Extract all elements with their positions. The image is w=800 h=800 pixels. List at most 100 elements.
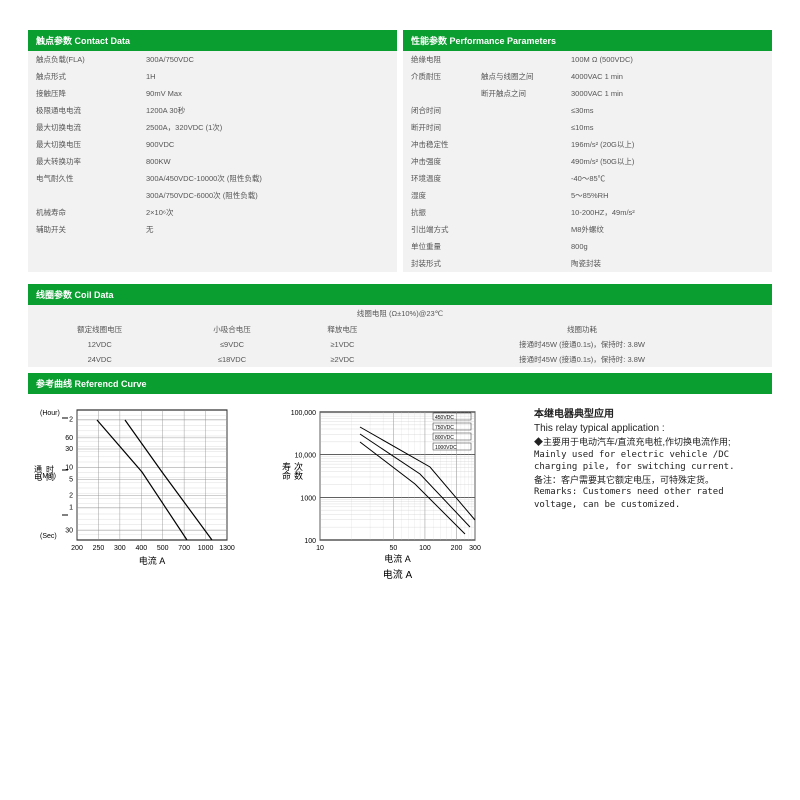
svg-text:5: 5 [69, 477, 73, 484]
svg-text:60: 60 [65, 435, 73, 442]
chart-2: 100,00010,00010001001050100200300450VDC7… [280, 400, 520, 590]
contact-value: 300A/750VDC [138, 51, 397, 68]
perf-value: -40～85℃ [563, 170, 772, 187]
svg-text:500: 500 [157, 545, 169, 552]
app-line4: Remarks: Customers need other rated volt… [534, 486, 762, 511]
contact-label: 触点形式 [28, 68, 138, 85]
perf-value: 800g [563, 238, 772, 255]
perf-mid [473, 255, 563, 272]
svg-text:700: 700 [178, 545, 190, 552]
contact-value: 1H [138, 68, 397, 85]
contact-label: 电气耐久性 [28, 170, 138, 187]
svg-text:(Min): (Min) [40, 473, 56, 480]
perf-value: 3000VAC 1 min [563, 85, 772, 102]
contact-value: 300A/450VDC-10000次 (阻性负载) [138, 170, 397, 187]
coil-col-header: 额定线圈电压 [28, 322, 171, 337]
coil-col-header: 线圈功耗 [392, 322, 772, 337]
svg-text:(Sec): (Sec) [40, 533, 57, 540]
contact-label: 接触压降 [28, 85, 138, 102]
svg-text:电流 A: 电流 A [139, 555, 166, 566]
reference-curve-header: 参考曲线 Referencd Curve [28, 373, 772, 394]
svg-text:100: 100 [419, 545, 431, 552]
perf-mid [473, 102, 563, 119]
perf-value: 4000VAC 1 min [563, 68, 772, 85]
perf-mid [473, 238, 563, 255]
perf-mid [473, 51, 563, 68]
perf-label: 环境温度 [403, 170, 473, 187]
svg-text:10: 10 [316, 545, 324, 552]
perf-label: 断开时间 [403, 119, 473, 136]
performance-header: 性能参数 Performance Parameters [403, 30, 772, 51]
svg-text:10,000: 10,000 [295, 453, 317, 460]
perf-label: 闭合时间 [403, 102, 473, 119]
app-line3: 备注：客户需要其它额定电压，可特殊定货。 [534, 474, 762, 487]
coil-cell: ≥1VDC [293, 337, 392, 352]
perf-label [403, 85, 473, 102]
perf-label: 封装形式 [403, 255, 473, 272]
perf-value: 100M Ω (500VDC) [563, 51, 772, 68]
svg-text:1000VDC: 1000VDC [435, 445, 457, 451]
app-title-zh: 本继电器典型应用 [534, 408, 762, 422]
perf-mid [473, 204, 563, 221]
perf-value: ≤30ms [563, 102, 772, 119]
svg-text:200: 200 [71, 545, 83, 552]
contact-value: 900VDC [138, 136, 397, 153]
perf-mid [473, 221, 563, 238]
contact-value: 无 [138, 221, 397, 238]
svg-text:50: 50 [389, 545, 397, 552]
svg-text:(Hour): (Hour) [40, 410, 60, 417]
perf-label: 引出端方式 [403, 221, 473, 238]
svg-text:100: 100 [304, 538, 316, 545]
perf-mid: 触点与线圈之间 [473, 68, 563, 85]
contact-value: 800KW [138, 153, 397, 170]
perf-value: 10-200HZ，49m/s² [563, 204, 772, 221]
contact-data-header: 触点参数 Contact Data [28, 30, 397, 51]
svg-text:1300: 1300 [219, 545, 235, 552]
contact-value: 1200A 30秒 [138, 102, 397, 119]
perf-mid [473, 170, 563, 187]
perf-value: M8外螺纹 [563, 221, 772, 238]
perf-label: 单位重量 [403, 238, 473, 255]
contact-label: 辅助开关 [28, 221, 138, 238]
svg-text:电流 A: 电流 A [384, 553, 411, 564]
reference-curve-panel: 参考曲线 Referencd Curve 2603010521302002503… [28, 373, 772, 596]
contact-data-panel: 触点参数 Contact Data 触点负载(FLA)300A/750VDC触点… [28, 30, 397, 272]
perf-label: 冲击稳定性 [403, 136, 473, 153]
perf-mid [473, 119, 563, 136]
svg-text:寿命: 寿命 [281, 461, 291, 481]
contact-value: 300A/750VDC-6000次 (阻性负载) [138, 187, 397, 204]
perf-label: 绝缘电阻 [403, 51, 473, 68]
perf-mid [473, 153, 563, 170]
contact-label: 最大切换电压 [28, 136, 138, 153]
svg-text:450VDC: 450VDC [435, 415, 454, 421]
chart-1: 26030105213020025030040050070010001300(H… [32, 400, 272, 590]
svg-text:800VDC: 800VDC [435, 435, 454, 441]
contact-label: 极限通电电流 [28, 102, 138, 119]
perf-mid [473, 187, 563, 204]
contact-value: 90mV Max [138, 85, 397, 102]
svg-text:300: 300 [469, 545, 481, 552]
svg-text:400: 400 [135, 545, 147, 552]
contact-label [28, 187, 138, 204]
contact-label: 机械寿命 [28, 204, 138, 221]
perf-label: 介质耐压 [403, 68, 473, 85]
coil-cell: ≥2VDC [293, 352, 392, 367]
coil-cell: 接通时45W (接通0.1s)，保持时: 3.8W [392, 352, 772, 367]
coil-data-header: 线圈参数 Coil Data [28, 284, 772, 305]
application-text: 本继电器典型应用 This relay typical application … [528, 400, 768, 590]
coil-cell: 24VDC [28, 352, 171, 367]
svg-text:300: 300 [114, 545, 126, 552]
coil-col-header: 释放电压 [293, 322, 392, 337]
perf-label: 冲击强度 [403, 153, 473, 170]
coil-cell: ≤9VDC [171, 337, 292, 352]
svg-text:10: 10 [65, 465, 73, 472]
svg-text:30: 30 [65, 446, 73, 453]
coil-top-title: 线圈电阻 (Ω±10%)@23℃ [28, 305, 772, 322]
perf-mid: 断开触点之间 [473, 85, 563, 102]
coil-data-panel: 线圈参数 Coil Data 线圈电阻 (Ω±10%)@23℃额定线圈电压小吸合… [28, 284, 772, 367]
performance-panel: 性能参数 Performance Parameters 绝缘电阻 100M Ω (… [403, 30, 772, 272]
svg-text:1: 1 [69, 505, 73, 512]
perf-value: 5～85%RH [563, 187, 772, 204]
perf-value: ≤10ms [563, 119, 772, 136]
svg-text:750VDC: 750VDC [435, 425, 454, 431]
